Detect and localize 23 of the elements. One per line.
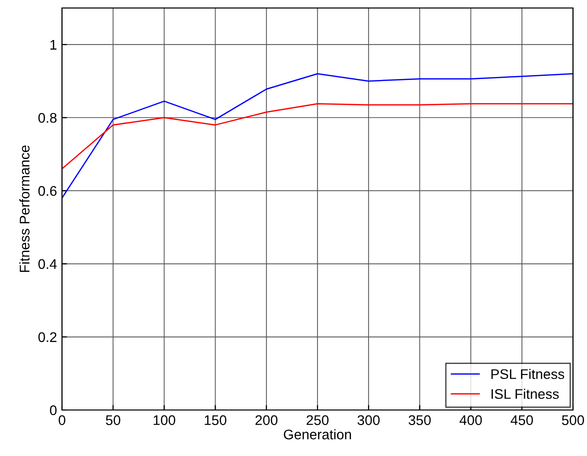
line-series: [62, 103, 573, 170]
x-tick-label: 200: [256, 415, 278, 426]
y-tick-label: 0.4: [38, 259, 57, 269]
x-axis-title: Generation: [284, 429, 351, 440]
legend-label: PSL Fitness: [491, 368, 564, 380]
legend-label: ISL Fitness: [492, 388, 559, 399]
x-tick-label: 500: [562, 415, 584, 426]
x-tick-label: 400: [460, 415, 482, 426]
y-tick-label: 0: [50, 405, 57, 416]
y-tick-label: 1: [50, 40, 56, 50]
y-tick-label: 0.6: [38, 186, 57, 196]
x-tick-label: 100: [154, 415, 176, 426]
x-tick-label: 450: [510, 415, 533, 426]
x-tick-label: 150: [204, 415, 226, 426]
y-tick-label: 0.2: [38, 332, 56, 342]
x-tick-label: 0: [58, 415, 66, 426]
x-tick-label: 300: [358, 415, 380, 426]
x-tick-label: 350: [408, 415, 431, 426]
x-tick-label: 250: [306, 415, 329, 426]
line-series: [62, 73, 573, 199]
x-tick-label: 50: [106, 415, 120, 426]
y-tick-label: 0.8: [38, 112, 57, 123]
y-axis-title: Fitness Performance: [19, 146, 30, 272]
